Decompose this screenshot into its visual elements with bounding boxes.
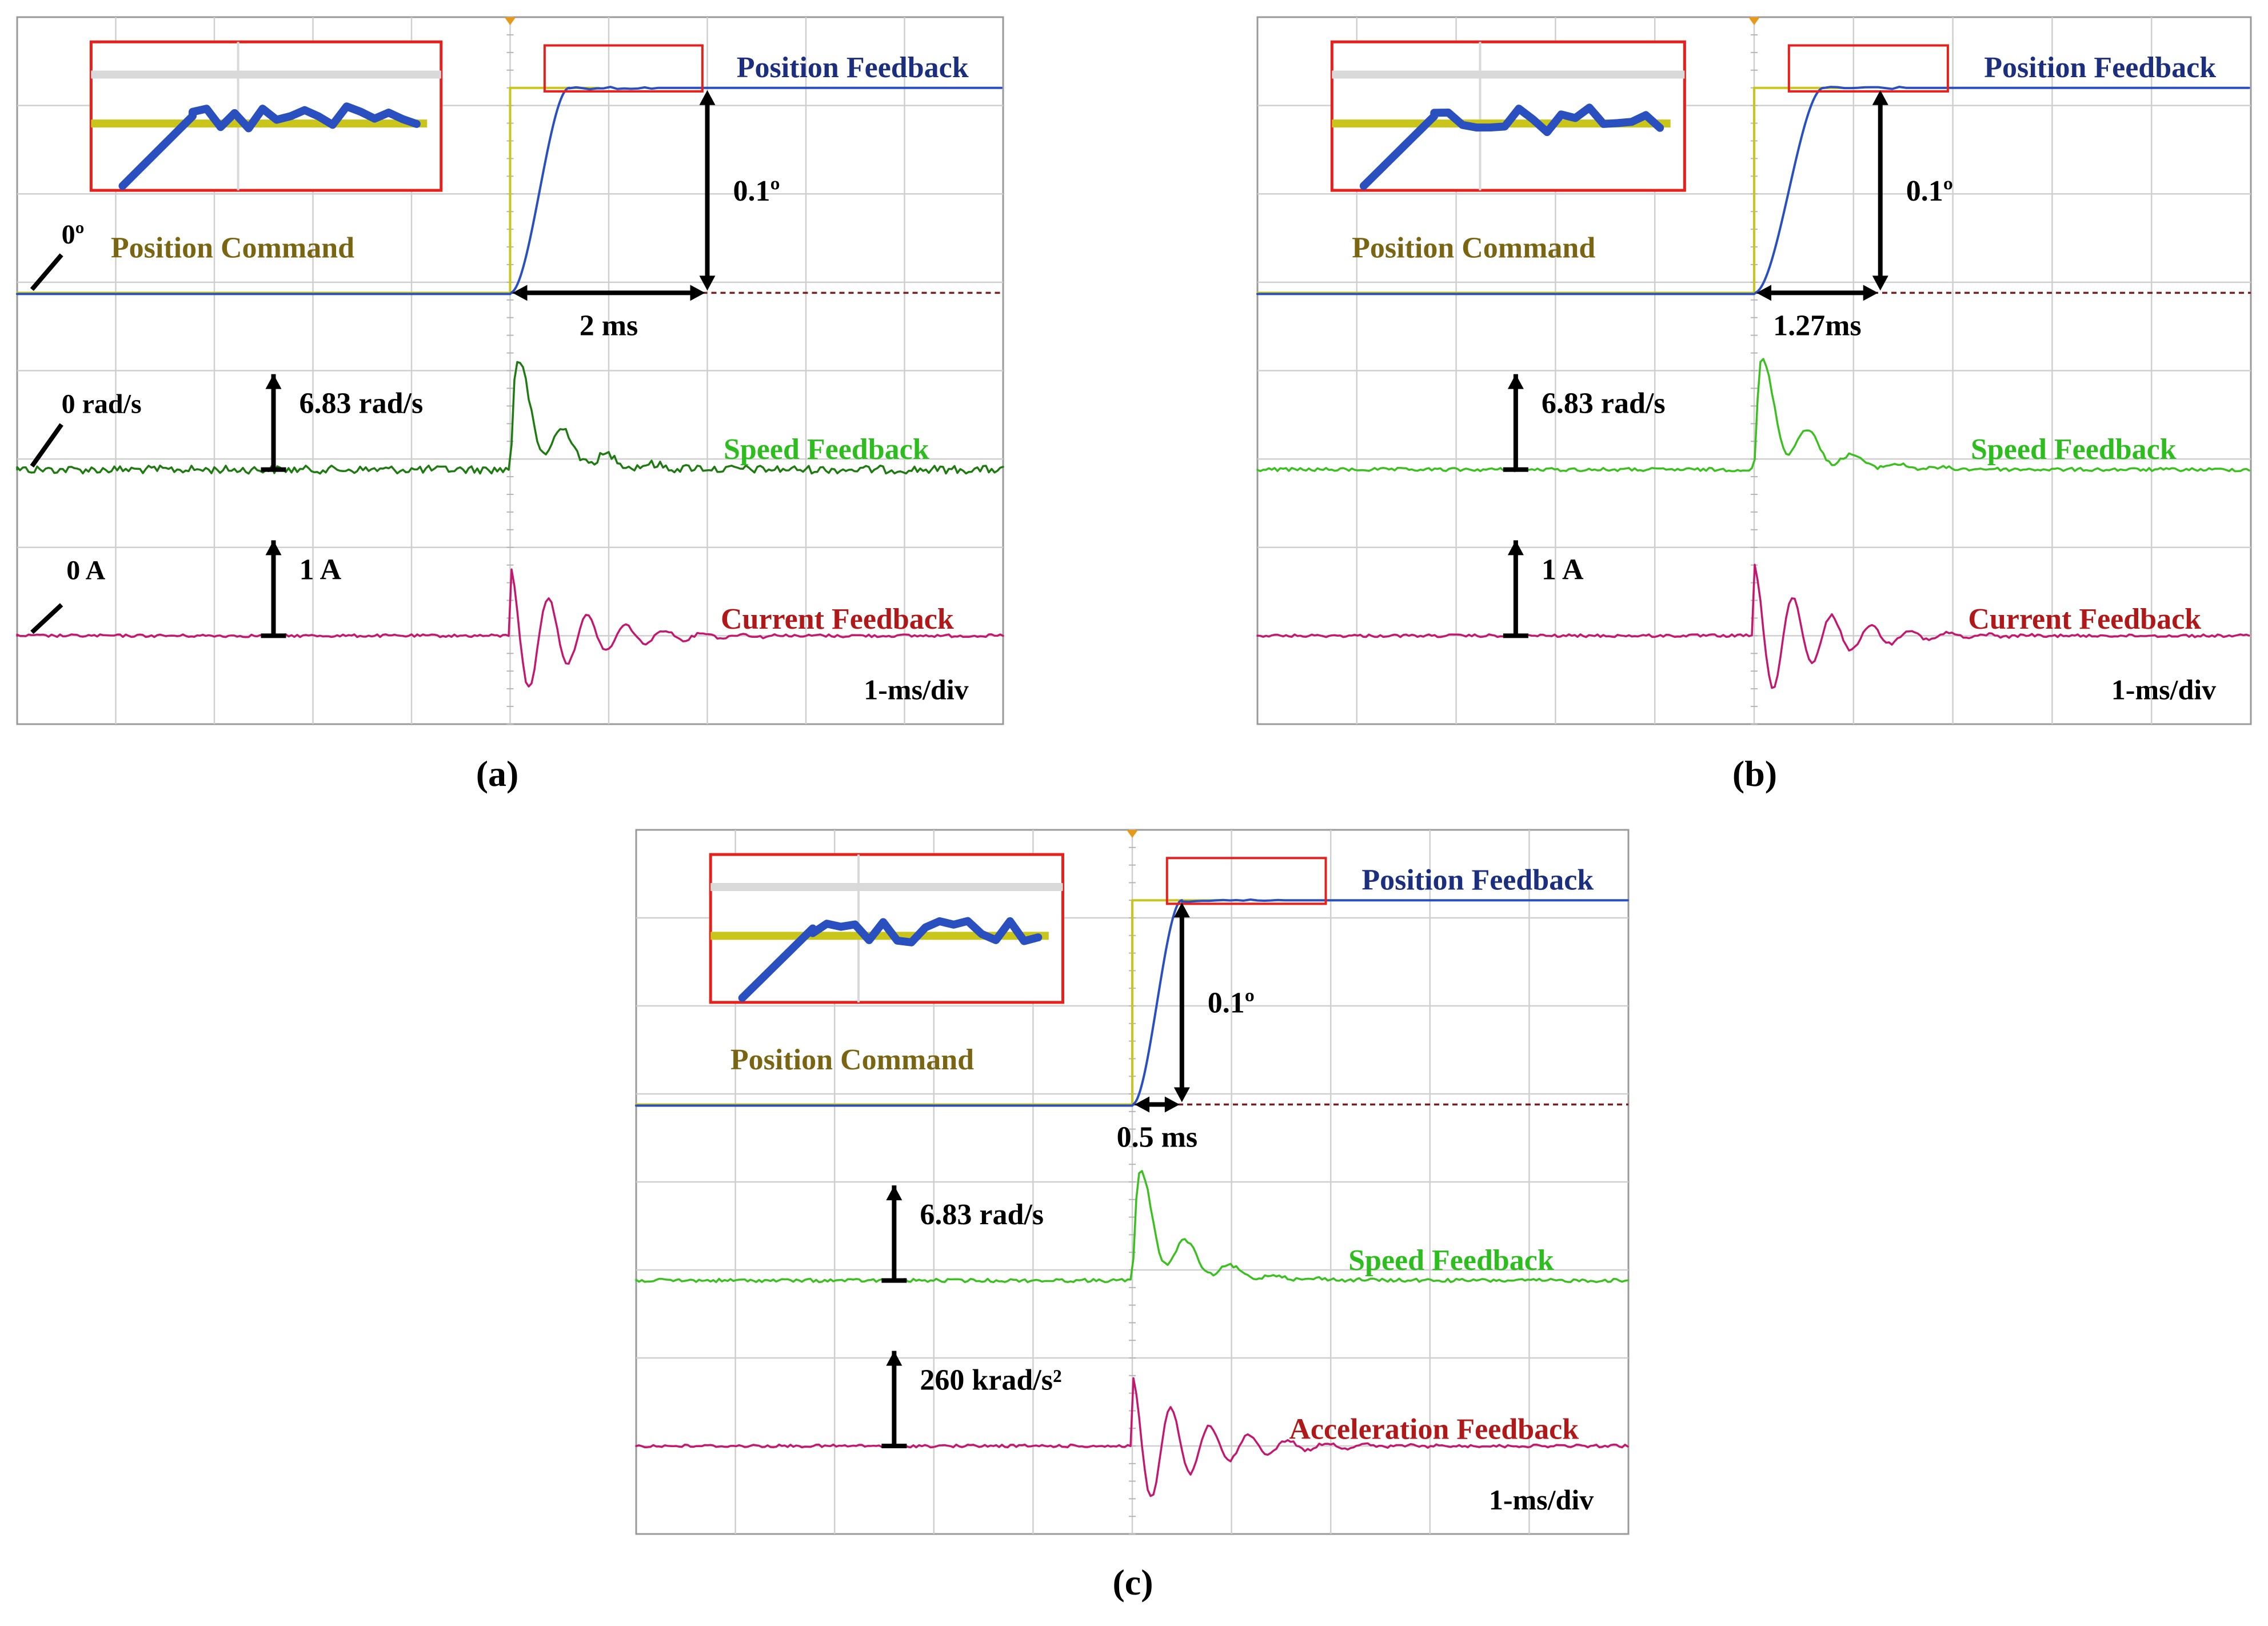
amplitude-arrow-head xyxy=(699,275,716,291)
current-feedback-label: Current Feedback xyxy=(1968,603,2201,636)
zero-pointer-arrow xyxy=(30,603,63,634)
current-scale-label: 1 A xyxy=(300,553,342,586)
current-scale-label: 1 A xyxy=(1542,553,1584,586)
scope-panel: Position Feedback Position Command Speed F… xyxy=(635,829,1630,1603)
time-scale-label: 1-ms/div xyxy=(2111,674,2216,706)
scope-panel: Position Feedback Position Command Speed F… xyxy=(16,16,1004,794)
scope-panel: Position Feedback Position Command Speed F… xyxy=(1256,16,2252,794)
zoom-region-box xyxy=(543,44,704,93)
speed-feedback-trace xyxy=(16,361,1004,475)
speed-feedback-trace xyxy=(1256,358,2250,473)
amplitude-arrow-head xyxy=(1173,1087,1190,1102)
inset-feedback-trace xyxy=(1359,103,1664,190)
position-feedback-trace xyxy=(635,898,1629,1107)
speed-scale-arrow-head xyxy=(886,1185,903,1201)
time-scale-label: 1-ms/div xyxy=(864,674,968,706)
settling-time-arrow-head xyxy=(690,285,705,301)
settling-time-arrow-head xyxy=(1863,285,1878,301)
speed-scale-label: 6.83 rad/s xyxy=(920,1198,1044,1231)
amplitude-arrow-head xyxy=(1872,275,1888,291)
settling-time-label: 0.5 ms xyxy=(1117,1121,1198,1153)
current-feedback-trace xyxy=(16,568,1004,688)
amplitude-label: 0.1º xyxy=(1208,987,1255,1020)
settling-time-arrow-head xyxy=(1164,1096,1180,1113)
inset-feedback-trace xyxy=(118,102,421,190)
amplitude-arrow-head xyxy=(699,90,716,105)
inset-feedback-trace xyxy=(738,917,1043,1002)
current-zero-label: 0 A xyxy=(66,555,105,585)
panel-label: (c) xyxy=(1112,1562,1153,1603)
speed-feedback-label: Speed Feedback xyxy=(1348,1244,1554,1277)
speed-feedback-trace xyxy=(635,1170,1629,1284)
current-feedback-trace xyxy=(635,1377,1629,1497)
zoom-region-box xyxy=(1165,857,1327,905)
time-scale-label: 1-ms/div xyxy=(1489,1484,1594,1516)
trigger-marker xyxy=(504,17,516,25)
current-scale-arrow-head xyxy=(265,540,282,556)
zero-pointer-arrow xyxy=(30,423,63,468)
settling-time-label: 1.27ms xyxy=(1773,310,1862,342)
speed-scale-label: 6.83 rad/s xyxy=(1542,387,1666,420)
speed-scale-arrow-head xyxy=(1507,374,1524,389)
amplitude-label: 0.1º xyxy=(1906,175,1953,207)
position-feedback-label: Position Feedback xyxy=(737,51,969,84)
current-scale-label: 260 krad/s² xyxy=(920,1364,1061,1396)
speed-scale-label: 6.83 rad/s xyxy=(300,387,424,420)
amplitude-arrow-head xyxy=(1173,902,1190,918)
zoom-region-box xyxy=(1787,44,1949,93)
speed-scale-arrow-head xyxy=(265,374,282,389)
settling-time-arrow-head xyxy=(512,285,528,301)
settling-time-label: 2 ms xyxy=(580,310,638,342)
settling-time-arrow-head xyxy=(1756,285,1771,301)
position-zero-label: 0º xyxy=(62,219,85,250)
current-feedback-trace xyxy=(1256,564,2250,689)
position-feedback-label: Position Feedback xyxy=(1984,51,2216,84)
panel-label: (a) xyxy=(476,753,519,794)
amplitude-label: 0.1º xyxy=(733,175,780,207)
zero-pointer-arrow xyxy=(30,253,63,291)
panel-label: (b) xyxy=(1732,753,1777,794)
position-feedback-trace xyxy=(1256,86,2250,295)
speed-feedback-label: Speed Feedback xyxy=(724,433,929,466)
settling-time-arrow-head xyxy=(1135,1096,1149,1113)
current-feedback-label: Current Feedback xyxy=(721,603,954,636)
trigger-marker xyxy=(1127,830,1138,838)
position-feedback-label: Position Feedback xyxy=(1361,864,1594,897)
position-command-label: Position Command xyxy=(111,232,354,265)
current-feedback-label: Acceleration Feedback xyxy=(1289,1413,1579,1446)
speed-zero-label: 0 rad/s xyxy=(62,389,142,420)
amplitude-arrow-head xyxy=(1872,90,1888,105)
current-scale-arrow-head xyxy=(886,1351,903,1366)
trigger-marker xyxy=(1748,17,1760,25)
position-command-label: Position Command xyxy=(730,1044,974,1076)
speed-feedback-label: Speed Feedback xyxy=(1971,433,2177,466)
position-feedback-trace xyxy=(16,86,1003,295)
position-command-label: Position Command xyxy=(1352,232,1595,265)
current-scale-arrow-head xyxy=(1507,540,1524,556)
